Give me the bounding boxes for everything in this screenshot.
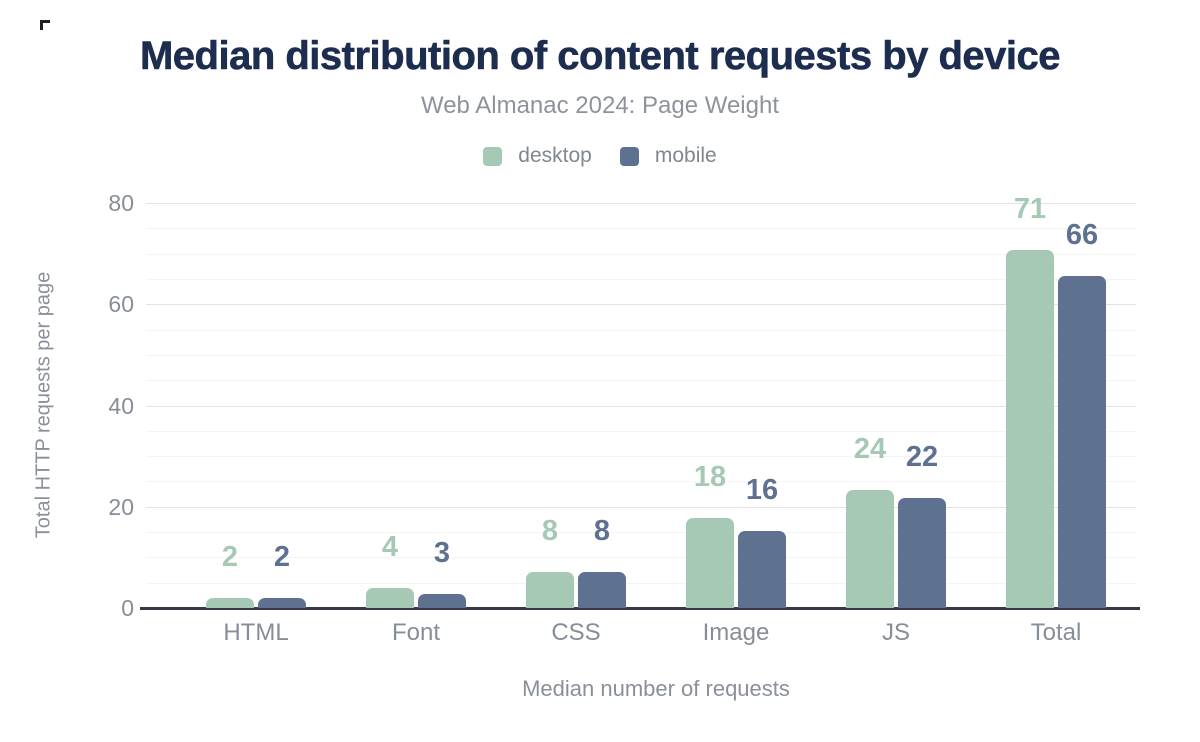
value-label-desktop-total: 71 xyxy=(1013,192,1047,225)
legend-swatch-mobile xyxy=(619,146,639,166)
minor-gridline xyxy=(146,481,1136,483)
minor-gridline xyxy=(146,532,1136,534)
minor-gridline xyxy=(146,582,1136,584)
value-label-mobile-font: 3 xyxy=(433,536,451,569)
major-gridline xyxy=(146,203,1136,204)
y-tick-label: 80 xyxy=(108,190,134,216)
bar-mobile-image[interactable] xyxy=(738,530,786,608)
chart-title: Median distribution of content requests … xyxy=(139,34,1061,79)
value-label-desktop-html: 2 xyxy=(221,540,239,573)
x-tick-label: CSS xyxy=(551,619,601,646)
bar-desktop-js[interactable] xyxy=(846,489,894,608)
chart-subtitle: Web Almanac 2024: Page Weight xyxy=(420,92,779,119)
value-label-desktop-css: 8 xyxy=(541,514,559,547)
value-label-mobile-css: 8 xyxy=(593,514,611,547)
minor-gridline xyxy=(146,278,1136,280)
bar-mobile-total[interactable] xyxy=(1058,275,1106,608)
bar-desktop-css[interactable] xyxy=(526,571,574,608)
bar-desktop-font[interactable] xyxy=(366,587,414,608)
value-label-mobile-total: 66 xyxy=(1065,218,1099,251)
x-tick-label: HTML xyxy=(223,619,289,646)
minor-gridline xyxy=(146,380,1136,382)
value-label-mobile-image: 16 xyxy=(745,473,779,506)
bar-desktop-html[interactable] xyxy=(206,597,254,608)
legend-item-desktop[interactable]: desktop xyxy=(483,144,592,168)
bar-desktop-image[interactable] xyxy=(686,517,734,608)
minor-gridline xyxy=(146,557,1136,559)
minor-gridline xyxy=(146,430,1136,432)
value-label-desktop-image: 18 xyxy=(693,460,727,493)
y-tick-label: 0 xyxy=(121,595,134,621)
minor-gridline xyxy=(146,329,1136,331)
bar-mobile-font[interactable] xyxy=(418,593,466,608)
major-gridline xyxy=(146,304,1136,306)
major-gridline xyxy=(146,506,1136,508)
y-tick-label: 20 xyxy=(108,493,134,520)
x-axis-line xyxy=(140,607,1140,610)
legend-swatch-desktop xyxy=(483,146,503,166)
minor-gridline xyxy=(146,253,1136,255)
value-label-mobile-html: 2 xyxy=(273,540,291,573)
bar-mobile-js[interactable] xyxy=(898,498,946,608)
x-tick-label: Image xyxy=(702,619,770,646)
bar-desktop-total[interactable] xyxy=(1006,249,1054,608)
value-label-desktop-js: 24 xyxy=(853,432,887,465)
y-axis-title: Total HTTP requests per page xyxy=(32,271,55,539)
bar-mobile-css[interactable] xyxy=(578,571,626,608)
value-label-mobile-js: 22 xyxy=(905,441,939,474)
x-axis-title: Median number of requests xyxy=(522,676,790,701)
minor-gridline xyxy=(146,354,1136,356)
major-gridline xyxy=(146,405,1136,407)
corner-crop-mark xyxy=(40,20,50,30)
legend-item-mobile[interactable]: mobile xyxy=(619,144,717,168)
legend: desktop mobile xyxy=(0,144,1200,168)
x-tick-label: Total xyxy=(1030,619,1082,646)
legend-label-desktop: desktop xyxy=(518,144,592,167)
y-tick-label: 60 xyxy=(108,291,134,318)
minor-gridline xyxy=(146,228,1136,230)
y-tick-label: 40 xyxy=(108,392,134,419)
value-label-desktop-font: 4 xyxy=(381,530,399,563)
minor-gridline xyxy=(146,456,1136,458)
bar-mobile-html[interactable] xyxy=(258,597,306,608)
x-tick-label: JS xyxy=(881,619,910,646)
legend-label-mobile: mobile xyxy=(654,144,717,167)
x-tick-label: Font xyxy=(391,619,441,646)
